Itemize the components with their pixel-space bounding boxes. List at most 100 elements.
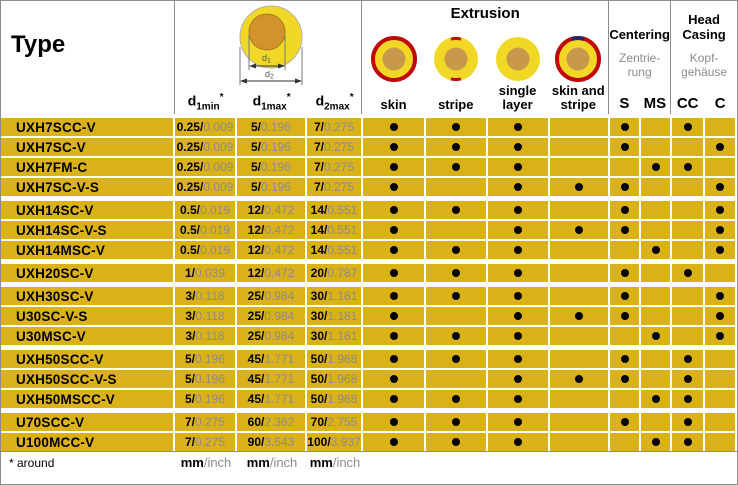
mark-dot [389, 226, 398, 234]
mark-cell-C [705, 264, 735, 282]
dimension-column-headers: d1min* d1max* d2max* [175, 92, 363, 112]
mark-cell-skin [363, 287, 424, 305]
mark-dot [389, 418, 398, 426]
mark-cell-S [610, 307, 639, 325]
mark-dot [683, 375, 692, 383]
mark-cell-single-layer [488, 138, 548, 156]
mark-dot [683, 163, 692, 171]
mark-cell-skin [363, 413, 424, 431]
mark-dot [389, 163, 398, 171]
mark-cell-CC [672, 433, 703, 451]
dim-value-cell: 12/0.472 [237, 221, 305, 239]
head-casing-subtitle: Kopf- gehäuse [681, 51, 728, 79]
row-group: UXH30SC-V 3/0.118 25/0.984 30/1.181 U30SC-V-… [1, 287, 737, 345]
mark-cell-CC [672, 413, 703, 431]
svg-text:d2: d2 [265, 69, 274, 81]
mark-cell-MS [641, 241, 670, 259]
mark-dot [389, 246, 398, 254]
mark-dot [389, 332, 398, 340]
mark-cell-CC [672, 287, 703, 305]
mark-dot [514, 438, 522, 446]
mark-dot [514, 226, 522, 234]
dim-value-cell: 5/0.196 [175, 390, 235, 408]
mark-cell-CC [672, 118, 703, 136]
mark-cell-skin-and-stripe [550, 413, 608, 431]
mark-cell-stripe [426, 201, 486, 219]
mark-cell-stripe [426, 433, 486, 451]
mark-cell-C [705, 413, 735, 431]
row-group: UXH14SC-V 0.5/0.019 12/0.472 14/0.551 UXH14S… [1, 201, 737, 259]
table-row: UXH50SCC-V-S 5/0.196 45/1.771 50/1.968 [1, 370, 737, 388]
mark-cell-C [705, 201, 735, 219]
row-type-label: UXH30SC-V [16, 288, 94, 304]
mark-cell-MS [641, 178, 670, 196]
col-header-stripe: stripe [425, 1, 487, 114]
single-layer-icon [495, 37, 540, 81]
dim-value-cell: 45/1.771 [237, 370, 305, 388]
mark-dot [514, 312, 522, 320]
mark-dot [389, 206, 398, 214]
head-casing-header-section: Head Casing Kopf- gehäuse CC C [671, 1, 737, 114]
mark-cell-skin-and-stripe [550, 118, 608, 136]
row-type-label: U70SCC-V [16, 414, 85, 430]
table-row: UXH7SC-V 0.25/0.009 5/0.196 7/0.275 [1, 138, 737, 156]
mark-dot [651, 395, 660, 403]
mark-dot [389, 355, 398, 363]
svg-text:d1: d1 [262, 53, 271, 65]
dim-value-cell: 14/0.551 [307, 201, 361, 219]
col-header-d1max: d1max* [252, 91, 291, 112]
mark-cell-S [610, 413, 639, 431]
mark-cell-CC [672, 390, 703, 408]
mark-dot [716, 312, 724, 320]
dim-value-cell: 14/0.551 [307, 241, 361, 259]
mark-dot [514, 143, 522, 151]
dim-value-cell: 25/0.984 [237, 307, 305, 325]
mark-cell-skin-and-stripe [550, 178, 608, 196]
row-type-label: UXH14SC-V [16, 202, 94, 218]
mark-cell-skin-and-stripe [550, 287, 608, 305]
mark-dot [620, 292, 629, 300]
dim-value-cell: 3/0.118 [175, 307, 235, 325]
table-row: U100MCC-V 7/0.275 90/3.543 100/3.937 [1, 433, 737, 451]
mark-cell-single-layer [488, 287, 548, 305]
mark-dot [389, 123, 398, 131]
mark-cell-C [705, 370, 735, 388]
mark-cell-stripe [426, 158, 486, 176]
mark-dot [716, 332, 724, 340]
centering-title: Centering [609, 27, 670, 42]
row-group: U70SCC-V 7/0.275 60/2.362 70/2.755 U100MCC-V… [1, 413, 737, 451]
col-header-d1min: d1min* [187, 91, 224, 112]
col-header-c: C [714, 95, 726, 112]
mark-dot [620, 183, 629, 191]
mark-cell-C [705, 327, 735, 345]
mark-cell-single-layer [488, 390, 548, 408]
mark-dot [514, 183, 522, 191]
col-header-single-layer: single layer [487, 1, 549, 114]
mark-dot [651, 163, 660, 171]
dimensions-header-section: d1 d2 d1min* d1max* d2max* [175, 1, 363, 114]
row-type-cell: U30MSC-V [1, 327, 173, 345]
mark-cell-MS [641, 221, 670, 239]
row-type-cell: UXH7SCC-V [1, 118, 173, 136]
mark-dot [514, 163, 522, 171]
mark-cell-CC [672, 201, 703, 219]
mark-dot [452, 395, 460, 403]
col-header-ms: MS [643, 95, 667, 112]
mark-dot [716, 246, 724, 254]
dim-value-cell: 90/3.543 [237, 433, 305, 451]
mark-dot [514, 292, 522, 300]
row-type-cell: UXH14MSC-V [1, 241, 173, 259]
mark-dot [620, 123, 629, 131]
table-row: UXH7FM-C 0.25/0.009 5/0.196 7/0.275 [1, 158, 737, 176]
mark-cell-MS [641, 433, 670, 451]
dim-value-cell: 50/1.968 [307, 350, 361, 368]
mark-cell-MS [641, 307, 670, 325]
mark-cell-MS [641, 413, 670, 431]
mark-cell-skin-and-stripe [550, 433, 608, 451]
mark-dot [716, 143, 724, 151]
mark-dot [620, 226, 629, 234]
dim-value-cell: 5/0.196 [175, 370, 235, 388]
mark-cell-stripe [426, 287, 486, 305]
mark-cell-stripe [426, 264, 486, 282]
mark-dot [452, 418, 460, 426]
